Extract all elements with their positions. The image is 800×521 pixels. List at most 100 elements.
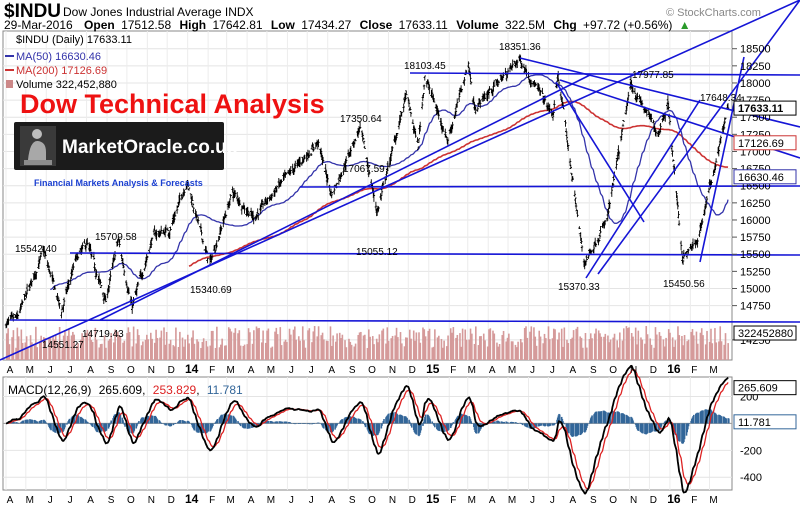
x-month-label: 16 [667,362,681,376]
macd-histogram-bar [237,422,240,424]
macd-signal-value: 253.829 [153,383,197,397]
volume-bar [505,341,508,360]
volume-bar [464,329,467,360]
volume-bar [432,346,435,360]
x-month-label-macd: 16 [667,492,681,506]
volume-bar [403,346,406,360]
volume-bar [279,327,282,360]
volume-bar [408,329,411,360]
x-month-label: J [48,365,53,376]
macd-histogram-bar [619,413,621,424]
volume-bar [334,341,337,360]
volume-bar [552,328,555,360]
price-annotation: 15055.12 [356,247,398,258]
volume-bar [150,332,152,360]
volume-bar [498,344,501,360]
volume-bar [116,331,119,360]
volume-bar [210,330,213,360]
x-month-label: M [468,365,476,376]
x-month-label: A [489,365,496,376]
logo-background [14,122,224,170]
volume-bar [641,339,644,360]
macd-histogram-bar [521,423,524,426]
volume-bar [122,342,124,360]
volume-bar [455,337,457,360]
legend: $INDU (Daily) 17633.11 MA(50) 16630.46 M… [5,34,132,91]
volume-bar [588,339,591,360]
price-annotation: 18351.36 [499,42,541,53]
volume-bar [66,335,69,360]
volume-bar [301,326,304,360]
volume-bar [428,328,431,360]
volume-bar [681,336,683,360]
volume-bar [480,336,482,360]
macd-histogram-bar [207,423,210,432]
volume-bar [229,328,231,360]
macd-histogram-bar [687,423,690,427]
volume-bar [687,339,690,360]
volume-bar [570,338,572,360]
volume-bar [521,342,523,360]
volume-bar [700,328,703,360]
x-month-label-macd: A [328,495,335,506]
volume-bar [169,339,172,360]
x-month-label: M [508,365,516,376]
x-month-label-macd: M [508,495,516,506]
macd-histogram-bar [728,418,730,424]
macd-histogram-bar [16,422,19,424]
x-month-label: S [349,365,356,376]
volume-bar [17,336,20,360]
volume-bar [151,338,153,360]
volume-bar [297,336,300,360]
volume-bar [607,335,609,360]
macd-histogram-bar [295,423,297,424]
volume-bar [304,347,307,360]
volume-bar [308,328,311,360]
volume-bar [275,327,278,360]
volume-bar [640,337,642,360]
volume-bar [445,346,448,360]
volume-bar [173,346,176,360]
volume-bar [209,345,212,360]
volume-bar [395,327,398,360]
volume-bar [237,333,239,360]
volume-bar [288,328,291,360]
price-annotation: 15370.33 [558,282,600,293]
volume-bar [316,336,319,360]
x-month-label-macd: N [148,495,155,506]
volume-bar [593,333,596,360]
volume-bar [501,335,504,360]
volume-bar [489,328,492,360]
volume-bar [131,346,134,360]
macd-histogram-bar [133,423,136,431]
volume-bar [649,338,652,360]
volume-bar [628,327,630,360]
macd-histogram-bar [614,411,616,424]
y-tick-label: 18250 [740,61,771,73]
macd-histogram-bar [577,423,580,435]
macd-histogram-bar [381,423,383,426]
trendline-uptrend [99,74,591,321]
value-box [733,325,797,341]
macd-histogram-value: 11.781 [207,383,243,397]
macd-histogram-bar [110,420,112,424]
macd-histogram-bar [289,422,291,424]
macd-histogram-bar [503,421,506,424]
volume-bar [585,347,588,360]
macd-histogram-bar [720,416,723,424]
volume-bar [632,336,634,360]
volume-bar [331,345,333,360]
volume-bar [658,332,661,360]
volume-bar [36,347,38,360]
volume-bar [381,330,383,360]
macd-histogram-bar [591,415,593,424]
macd-histogram-bar [397,414,399,424]
volume-bar [515,347,518,360]
volume-bar [164,344,167,360]
x-month-label: N [148,365,155,376]
header-symbol: $INDU [4,1,61,22]
volume-bar [135,343,138,360]
volume-bar [497,346,500,360]
macd-histogram-bar [535,423,538,427]
volume-bar [187,334,189,360]
